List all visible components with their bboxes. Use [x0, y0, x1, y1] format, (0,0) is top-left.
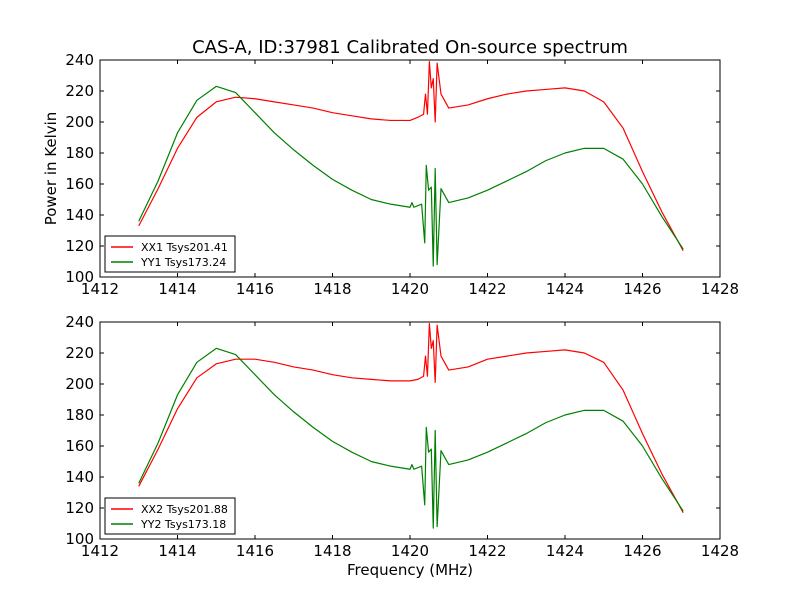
- legend: XX1 Tsys201.41 YY1 Tsys173.24: [104, 235, 236, 273]
- y-tick-label: 160: [65, 437, 94, 455]
- y-tick-label: 200: [65, 113, 94, 131]
- bottom-chart-panel: 1412 1414 1416 1418 1420 1422 1424 1426 1428 100 1…: [65, 313, 739, 579]
- legend-box: [104, 235, 236, 273]
- y-tick-label: 120: [65, 237, 94, 255]
- y-tick-label: 100: [65, 268, 94, 286]
- top-chart-panel: 1412 1414 1416 1418 1420 1422 1424 1426 1428 100 1…: [42, 37, 739, 298]
- x-tick-label: 1412: [81, 280, 119, 298]
- legend-label-1: XX1 Tsys201.41: [141, 241, 228, 254]
- x-tick-label: 1424: [546, 542, 584, 560]
- y-tick-label: 240: [65, 51, 94, 69]
- x-tick-label: 1420: [391, 280, 429, 298]
- x-tick-label: 1420: [391, 542, 429, 560]
- y-tick-label: 240: [65, 313, 94, 331]
- series-line-1: [138, 60, 684, 251]
- series-line-2: [138, 347, 684, 529]
- x-tick-label: 1414: [158, 542, 196, 560]
- y-tick-label: 200: [65, 375, 94, 393]
- x-tick-label: 1422: [468, 542, 506, 560]
- x-tick-label: 1416: [236, 280, 274, 298]
- legend-label-2: YY2 Tsys173.18: [140, 518, 226, 531]
- chart-title: CAS-A, ID:37981 Calibrated On-source spe…: [192, 37, 628, 58]
- x-tick-label: 1426: [623, 542, 661, 560]
- y-tick-label: 140: [65, 206, 94, 224]
- y-tick-label: 140: [65, 468, 94, 486]
- x-axis-label: Frequency (MHz): [347, 561, 473, 579]
- legend-box: [104, 497, 236, 535]
- x-tick-label: 1428: [701, 280, 739, 298]
- y-tick-label: 160: [65, 175, 94, 193]
- x-tick-label: 1418: [313, 280, 351, 298]
- legend-label-1: XX2 Tsys201.88: [141, 503, 228, 516]
- y-tick-label: 220: [65, 82, 94, 100]
- y-tick-label: 180: [65, 406, 94, 424]
- legend: XX2 Tsys201.88 YY2 Tsys173.18: [104, 497, 236, 535]
- x-tick-label: 1416: [236, 542, 274, 560]
- y-tick-label: 100: [65, 530, 94, 548]
- y-tick-label: 220: [65, 344, 94, 362]
- series-line-1: [138, 322, 684, 513]
- y-axis-label: Power in Kelvin: [42, 112, 60, 226]
- y-tick-label: 120: [65, 499, 94, 517]
- x-tick-label: 1414: [158, 280, 196, 298]
- x-tick-label: 1422: [468, 280, 506, 298]
- x-tick-label: 1412: [81, 542, 119, 560]
- x-tick-label: 1428: [701, 542, 739, 560]
- x-tick-label: 1424: [546, 280, 584, 298]
- x-tick-label: 1418: [313, 542, 351, 560]
- series-line-2: [138, 85, 684, 267]
- y-tick-label: 180: [65, 144, 94, 162]
- x-tick-label: 1426: [623, 280, 661, 298]
- legend-label-2: YY1 Tsys173.24: [140, 256, 226, 269]
